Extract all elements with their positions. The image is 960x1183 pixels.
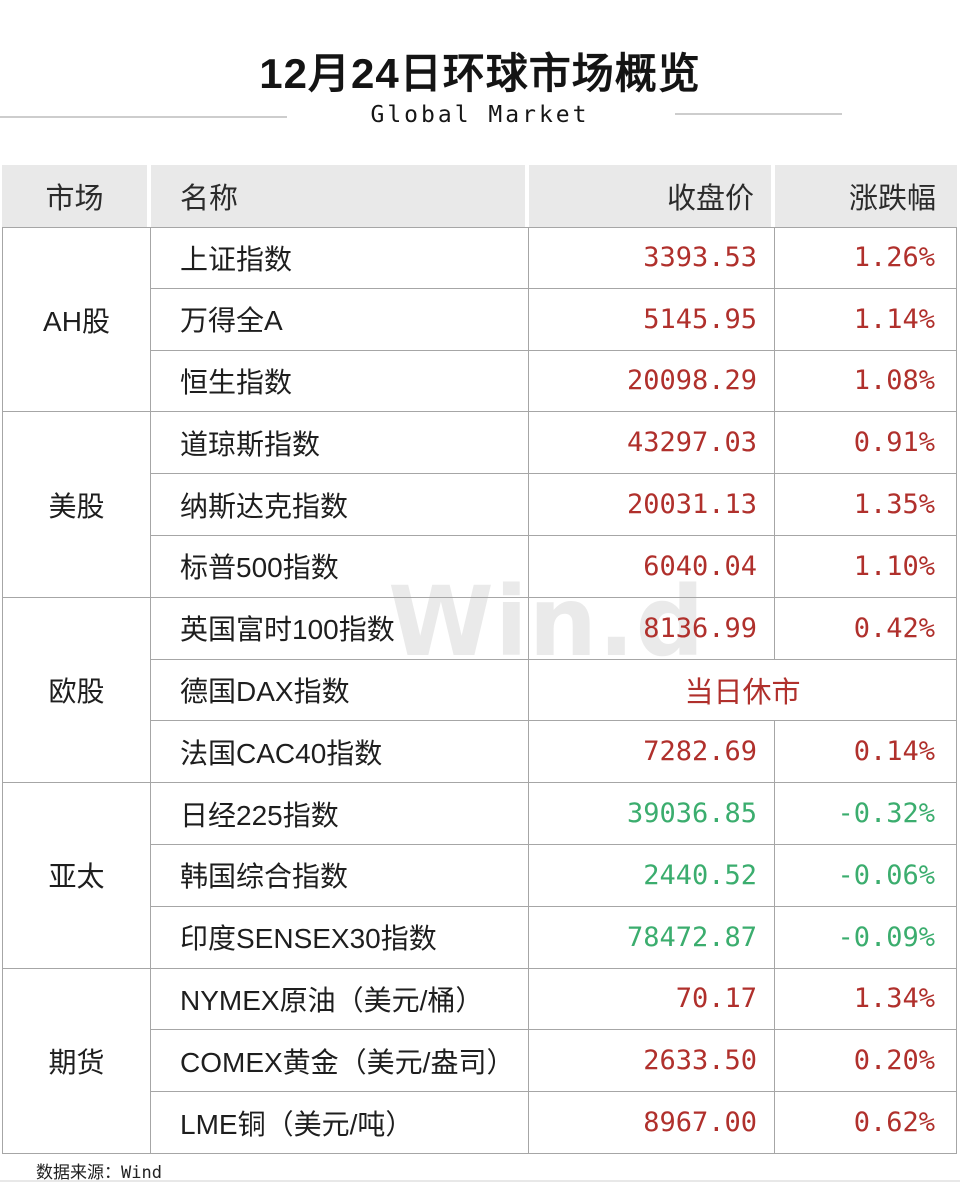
close-price: 2633.50 [529,1030,775,1093]
page-title: 12月24日环球市场概览 [259,50,701,97]
market-group-label: 美股 [2,412,151,598]
close-price: 7282.69 [529,721,775,784]
close-price: 8136.99 [529,597,775,660]
table-row: 法国CAC40指数 7282.69 0.14% [2,721,957,784]
close-price: 78472.87 [529,906,775,969]
index-name: LME铜（美元/吨） [151,1092,529,1154]
index-name: 标普500指数 [151,535,529,598]
table-row: 亚太 日经225指数 39036.85 -0.32% [2,783,957,969]
subtitle-left-rule [0,116,287,118]
close-price: 2440.52 [529,844,775,907]
data-source-value: Wind [121,1163,162,1183]
index-name: 上证指数 [151,227,529,289]
close-price: 20031.13 [529,474,775,536]
change-percent: 1.14% [775,288,957,351]
table-row: LME铜（美元/吨） 8967.00 0.62% [2,1092,957,1154]
change-percent: 0.20% [775,1030,957,1093]
bottom-rule [0,1180,960,1182]
index-name: 恒生指数 [151,350,529,413]
table-row: 纳斯达克指数 20031.13 1.35% [2,474,957,536]
table-row: 美股 道琼斯指数 43297.03 0.91% [2,412,957,598]
change-percent: 1.08% [775,350,957,413]
index-name: 万得全A [151,288,529,351]
change-percent: 1.35% [775,474,957,536]
market-group-label: AH股 [2,227,151,413]
change-percent: 1.34% [775,968,957,1031]
close-price: 70.17 [529,968,775,1031]
table-row: 万得全A 5145.95 1.14% [2,288,957,351]
table-row: 期货 NYMEX原油（美元/桶） 70.17 1.34% [2,968,957,1154]
close-price: 3393.53 [529,227,775,289]
header-row: 市场 名称 收盘价 涨跌幅 [2,165,957,227]
col-header-name: 名称 [151,165,529,227]
change-percent: 1.10% [775,535,957,598]
index-name: 印度SENSEX30指数 [151,906,529,969]
change-percent: 1.26% [775,227,957,289]
index-name: 日经225指数 [151,783,529,845]
col-header-change: 涨跌幅 [775,165,957,227]
data-source: 数据来源：Wind [36,1158,162,1183]
market-overview-table: 市场 名称 收盘价 涨跌幅 AH股 上证指数 3393.53 1.26% 万得全… [2,165,957,1154]
close-price: 20098.29 [529,350,775,413]
table-row: 欧股 英国富时100指数 8136.99 0.42% [2,597,957,784]
change-percent: -0.32% [775,783,957,845]
change-percent: 0.14% [775,721,957,784]
index-name: NYMEX原油（美元/桶） [151,968,529,1031]
change-percent: 0.91% [775,412,957,475]
index-name: 法国CAC40指数 [151,721,529,784]
table-row: 德国DAX指数 当日休市 [2,659,957,722]
index-name: 韩国综合指数 [151,844,529,907]
close-price: 8967.00 [529,1092,775,1154]
table-row: AH股 上证指数 3393.53 1.26% [2,227,957,413]
index-name: 英国富时100指数 [151,597,529,660]
change-percent: 0.62% [775,1092,957,1154]
change-percent: -0.06% [775,844,957,907]
table-row: 韩国综合指数 2440.52 -0.06% [2,844,957,907]
table-row: COMEX黄金（美元/盎司） 2633.50 0.20% [2,1030,957,1093]
close-price: 5145.95 [529,288,775,351]
index-name: 道琼斯指数 [151,412,529,475]
close-price: 43297.03 [529,412,775,475]
index-name: 德国DAX指数 [151,659,529,722]
index-name: COMEX黄金（美元/盎司） [151,1030,529,1093]
table-row: 印度SENSEX30指数 78472.87 -0.09% [2,906,957,969]
close-price: 6040.04 [529,535,775,598]
data-source-label: 数据来源： [36,1163,121,1182]
subtitle-right-rule [675,113,842,115]
close-price: 39036.85 [529,783,775,845]
index-name: 纳斯达克指数 [151,474,529,536]
table-row: 恒生指数 20098.29 1.08% [2,350,957,413]
market-closed-note: 当日休市 [529,659,957,722]
change-percent: 0.42% [775,597,957,660]
table-row: 标普500指数 6040.04 1.10% [2,535,957,598]
col-header-close: 收盘价 [529,165,775,227]
market-group-label: 欧股 [2,597,151,784]
wind-watermark: Win.d [388,566,706,678]
page-subtitle: Global Market [370,102,590,128]
market-group-label: 期货 [2,968,151,1154]
change-percent: -0.09% [775,906,957,969]
col-header-market: 市场 [2,165,151,227]
market-group-label: 亚太 [2,783,151,969]
